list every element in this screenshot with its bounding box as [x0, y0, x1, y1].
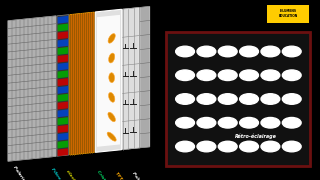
Ellipse shape — [109, 73, 115, 83]
Polygon shape — [58, 16, 68, 24]
Circle shape — [261, 70, 280, 80]
Text: TFT - Condensateur: TFT - Condensateur — [114, 171, 145, 180]
Circle shape — [218, 70, 237, 80]
Circle shape — [218, 94, 237, 104]
Polygon shape — [58, 148, 68, 156]
Polygon shape — [166, 32, 310, 166]
Polygon shape — [58, 133, 68, 141]
Polygon shape — [58, 78, 68, 86]
Circle shape — [176, 141, 195, 152]
Circle shape — [261, 118, 280, 128]
Circle shape — [282, 94, 301, 104]
Polygon shape — [95, 9, 122, 152]
Text: E-LUMENS
EDUCATION: E-LUMENS EDUCATION — [278, 9, 298, 18]
Polygon shape — [58, 86, 68, 94]
Circle shape — [282, 46, 301, 57]
Circle shape — [261, 94, 280, 104]
Text: électrode commune: électrode commune — [65, 169, 96, 180]
Circle shape — [176, 94, 195, 104]
Circle shape — [240, 141, 259, 152]
Text: Polariseur Horizontal: Polariseur Horizontal — [12, 166, 45, 180]
Circle shape — [240, 70, 259, 80]
Circle shape — [197, 46, 216, 57]
Polygon shape — [58, 55, 68, 63]
Ellipse shape — [108, 34, 115, 43]
Polygon shape — [58, 102, 68, 109]
Circle shape — [218, 118, 237, 128]
Ellipse shape — [108, 112, 116, 122]
Circle shape — [261, 46, 280, 57]
Polygon shape — [8, 16, 56, 161]
Circle shape — [240, 118, 259, 128]
Polygon shape — [58, 125, 68, 133]
Ellipse shape — [107, 132, 116, 141]
Polygon shape — [57, 15, 69, 156]
Polygon shape — [58, 47, 68, 55]
Circle shape — [197, 70, 216, 80]
Polygon shape — [58, 117, 68, 125]
Polygon shape — [97, 15, 120, 147]
Circle shape — [240, 46, 259, 57]
Ellipse shape — [108, 93, 115, 102]
Polygon shape — [58, 70, 68, 78]
Polygon shape — [58, 24, 68, 32]
Circle shape — [218, 141, 237, 152]
Polygon shape — [58, 63, 68, 70]
Circle shape — [197, 141, 216, 152]
Circle shape — [176, 118, 195, 128]
Text: Cristal liquide: Cristal liquide — [96, 170, 119, 180]
Circle shape — [197, 118, 216, 128]
Polygon shape — [123, 8, 139, 150]
Polygon shape — [58, 109, 68, 117]
Circle shape — [197, 94, 216, 104]
Polygon shape — [58, 141, 68, 148]
Circle shape — [282, 70, 301, 80]
Circle shape — [218, 46, 237, 57]
Polygon shape — [58, 31, 68, 39]
Circle shape — [176, 70, 195, 80]
Polygon shape — [140, 6, 150, 148]
Text: Rétro-éclairage: Rétro-éclairage — [235, 134, 276, 139]
Circle shape — [240, 94, 259, 104]
Text: Filtre couleur: Filtre couleur — [51, 167, 73, 180]
Circle shape — [176, 46, 195, 57]
Circle shape — [282, 118, 301, 128]
Bar — [267, 4, 309, 22]
Circle shape — [282, 141, 301, 152]
Text: Polariseur Vertical: Polariseur Vertical — [131, 171, 160, 180]
Ellipse shape — [108, 53, 115, 63]
Polygon shape — [58, 39, 68, 47]
Polygon shape — [58, 94, 68, 102]
Circle shape — [261, 141, 280, 152]
Polygon shape — [70, 12, 94, 155]
